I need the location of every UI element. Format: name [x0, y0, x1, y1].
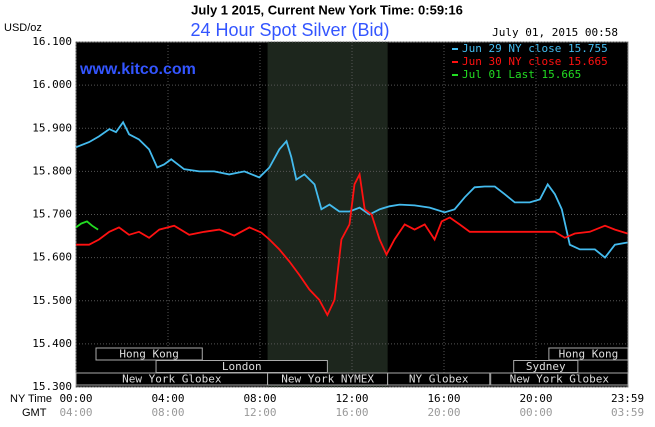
chart-title: 24 Hour Spot Silver (Bid) [190, 20, 389, 40]
y-tick-label: 15.400 [32, 337, 72, 350]
header: July 1 2015, Current New York Time: 0:59… [191, 2, 463, 17]
y-tick-label: 15.500 [32, 294, 72, 307]
session-box [387, 372, 491, 386]
x-tick-label: 12:00 [335, 392, 368, 405]
session-label: New York Globex [510, 373, 610, 386]
session-label: New York NYMEX [281, 373, 374, 386]
x-tick-label: 08:00 [243, 392, 276, 405]
y-tick-label: 15.600 [32, 251, 72, 264]
x2-label: GMT [22, 407, 47, 419]
series-line [75, 120, 628, 259]
session-label: London [222, 360, 262, 373]
gmt-tick-label: 08:00 [151, 406, 184, 419]
session-label: Hong Kong [119, 348, 179, 361]
legend-label: Jun 29 NY close 15.755 [462, 42, 608, 55]
series-line [75, 220, 99, 231]
x-label: NY Time [10, 393, 52, 405]
y-tick-label: 15.300 [32, 380, 72, 393]
gmt-tick-label: 00:00 [519, 406, 552, 419]
legend-label: Jun 30 NY close 15.665 [462, 55, 608, 68]
date-stamp: July 01, 2015 00:58 [492, 26, 618, 39]
gmt-tick-label: 20:00 [427, 406, 460, 419]
x-tick-label: 04:00 [151, 392, 184, 405]
session-box [95, 347, 203, 361]
legend-label: Jul 01 Last 15.665 [462, 68, 581, 81]
x-tick-label: 16:00 [427, 392, 460, 405]
watermark: www.kitco.com [79, 61, 196, 78]
x-tick-label: 23:59 [611, 392, 644, 405]
y-tick-label: 15.700 [32, 208, 72, 221]
y-tick-label: 15.800 [32, 164, 72, 177]
x-tick-label: 00:00 [59, 392, 92, 405]
y-unit: USD/oz [4, 22, 42, 34]
y-tick-label: 16.100 [32, 35, 72, 48]
session-box [548, 347, 629, 361]
series-line [76, 171, 628, 318]
session-label: NY Globex [409, 373, 469, 386]
y-tick-label: 15.900 [32, 121, 72, 134]
gmt-tick-label: 03:59 [611, 406, 644, 419]
session-label: Hong Kong [559, 348, 619, 361]
x-tick-label: 20:00 [519, 392, 552, 405]
gmt-tick-label: 12:00 [243, 406, 276, 419]
session-box [490, 372, 629, 386]
session-label: Sydney [526, 360, 566, 373]
session-label: New York Globex [122, 373, 222, 386]
gmt-tick-label: 16:00 [335, 406, 368, 419]
y-tick-label: 16.000 [32, 78, 72, 91]
gmt-tick-label: 04:00 [59, 406, 92, 419]
